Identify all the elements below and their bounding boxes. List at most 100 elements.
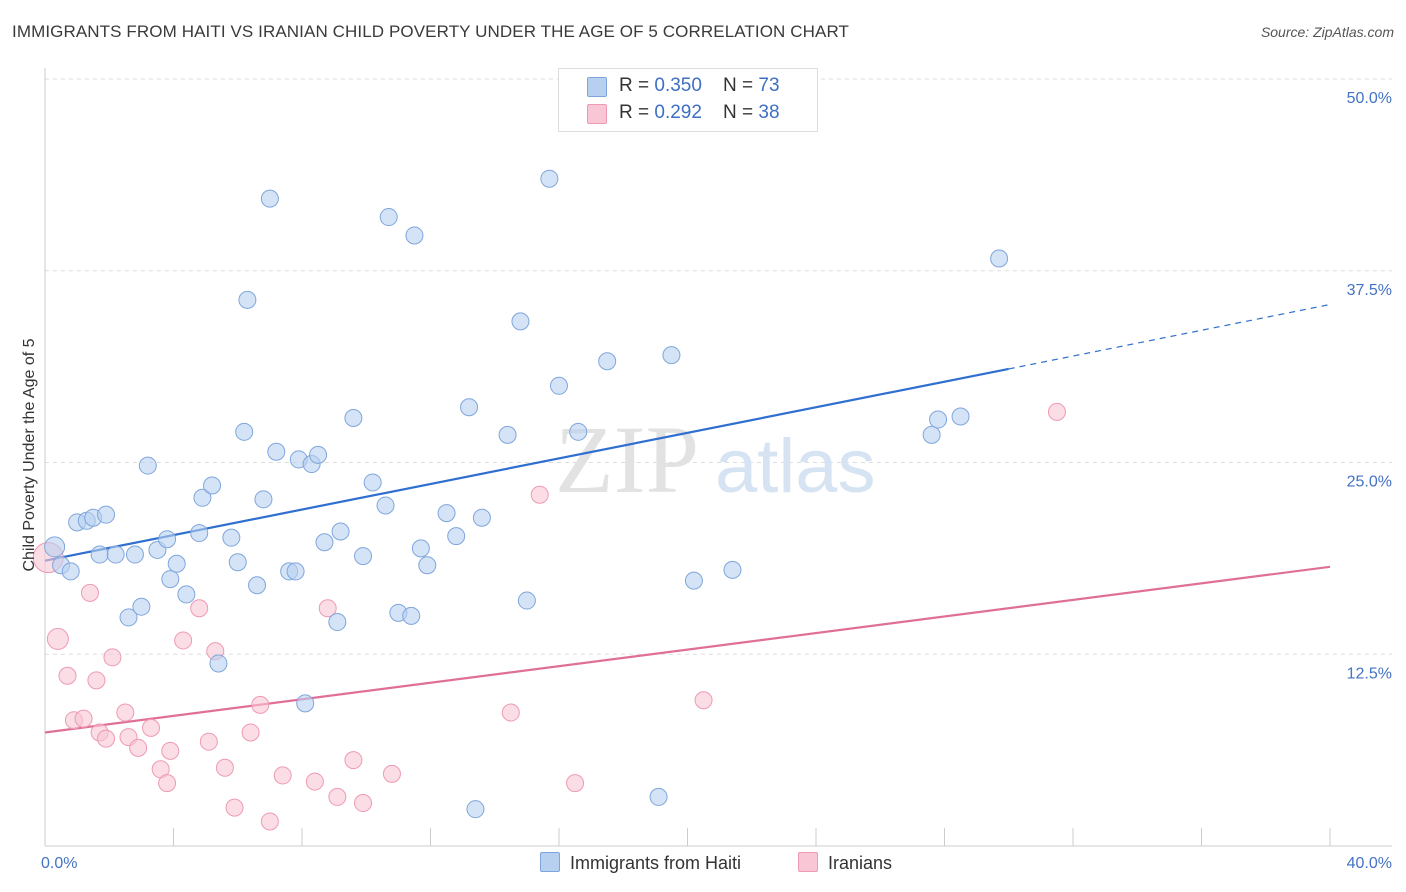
- point-iranians: [260, 812, 279, 831]
- point-iranians: [241, 723, 260, 742]
- point-iranians: [305, 772, 324, 791]
- legend-n-value-iranians: 38: [758, 102, 780, 123]
- point-iranians: [354, 794, 373, 813]
- point-haiti: [97, 505, 116, 524]
- point-iranians: [328, 787, 347, 806]
- watermark-zip: ZIP: [555, 406, 699, 513]
- point-haiti: [379, 208, 398, 227]
- point-haiti: [235, 422, 254, 441]
- point-haiti: [286, 562, 305, 581]
- point-haiti: [418, 556, 437, 575]
- legend-r-label: R =: [619, 75, 655, 96]
- point-haiti: [402, 606, 421, 625]
- point-haiti: [90, 545, 109, 564]
- bottom-legend-label-iranians: Iranians: [828, 853, 893, 873]
- watermark-atlas: atlas: [715, 424, 876, 509]
- point-iranians: [530, 485, 549, 504]
- axes: [44, 68, 1392, 847]
- y-tick-label: 50.0%: [1347, 90, 1392, 107]
- legend-n-label: N =: [723, 75, 759, 96]
- point-iranians: [273, 766, 292, 785]
- bottom-legend-iranians: Iranians: [798, 852, 892, 874]
- point-iranians: [142, 718, 161, 737]
- bottom-legend-haiti: Immigrants from Haiti: [540, 852, 741, 874]
- point-haiti: [209, 654, 228, 673]
- point-haiti: [411, 539, 430, 558]
- x-tick-labels: 0.0% 40.0%: [41, 855, 1392, 872]
- chart-title: IMMIGRANTS FROM HAITI VS IRANIAN CHILD P…: [12, 22, 850, 41]
- stats-legend: R = 0.350 N = 73 R = 0.292 N = 38: [558, 68, 818, 132]
- point-haiti: [517, 591, 536, 610]
- point-haiti: [684, 571, 703, 590]
- point-haiti: [161, 570, 180, 589]
- point-haiti: [662, 346, 681, 365]
- point-iranians: [161, 741, 180, 760]
- trend-lines: [44, 303, 1331, 734]
- point-haiti: [723, 560, 742, 579]
- y-axis-title: Child Poverty Under the Age of 5: [21, 338, 38, 571]
- point-haiti: [238, 290, 257, 309]
- point-haiti: [203, 476, 222, 495]
- point-haiti: [598, 352, 617, 371]
- point-iranians: [129, 738, 148, 757]
- y-tick-label: 12.5%: [1347, 665, 1392, 682]
- point-haiti: [193, 488, 212, 507]
- legend-swatch-haiti: [587, 77, 607, 97]
- point-iranians: [46, 627, 69, 650]
- point-iranians: [97, 729, 116, 748]
- point-haiti: [929, 410, 948, 429]
- legend-n-value-haiti: 73: [758, 75, 780, 96]
- legend-n-label: N =: [723, 102, 759, 123]
- point-iranians: [199, 732, 218, 751]
- point-haiti: [363, 473, 382, 492]
- bottom-legend-swatch-haiti: [540, 852, 560, 872]
- point-haiti: [125, 545, 144, 564]
- point-haiti: [990, 249, 1009, 268]
- point-iranians: [80, 583, 99, 602]
- point-haiti: [190, 524, 209, 543]
- point-haiti: [315, 533, 334, 552]
- trend-line-iranians: [44, 565, 1331, 734]
- point-haiti: [550, 376, 568, 395]
- point-iranians: [174, 631, 193, 650]
- point-iranians: [58, 666, 77, 685]
- point-haiti: [472, 508, 491, 527]
- point-haiti: [331, 522, 350, 541]
- point-haiti: [354, 547, 373, 566]
- point-haiti: [447, 527, 466, 546]
- point-haiti: [951, 407, 970, 426]
- point-iranians: [694, 691, 713, 710]
- point-haiti: [167, 554, 186, 573]
- trend-line-haiti-extension: [1008, 303, 1331, 370]
- point-haiti: [254, 490, 273, 509]
- point-haiti: [498, 425, 517, 444]
- point-haiti: [466, 800, 485, 819]
- point-haiti: [228, 553, 247, 572]
- chart-source: Source: ZipAtlas.com: [1260, 24, 1394, 40]
- x-tick-label: 40.0%: [1347, 855, 1392, 872]
- bottom-legend-label-haiti: Immigrants from Haiti: [570, 853, 742, 873]
- point-haiti: [44, 536, 66, 558]
- point-iranians: [566, 774, 585, 793]
- point-iranians: [225, 798, 244, 817]
- point-haiti: [106, 545, 125, 564]
- point-haiti: [922, 425, 941, 444]
- y-tick-label: 37.5%: [1347, 282, 1392, 299]
- point-iranians: [501, 703, 520, 722]
- point-iranians: [74, 709, 93, 728]
- point-haiti: [158, 530, 177, 549]
- point-iranians: [87, 671, 106, 690]
- point-haiti: [309, 445, 328, 464]
- point-haiti: [460, 398, 479, 417]
- legend-r-value-haiti: 0.350: [654, 75, 702, 96]
- point-haiti: [267, 442, 286, 461]
- legend-r-value-iranians: 0.292: [654, 102, 702, 123]
- point-iranians: [116, 703, 135, 722]
- point-iranians: [318, 599, 337, 618]
- point-haiti: [511, 312, 530, 331]
- point-haiti: [540, 169, 559, 188]
- point-iranians: [344, 751, 363, 770]
- data-points: [32, 169, 1066, 831]
- point-iranians: [190, 599, 209, 618]
